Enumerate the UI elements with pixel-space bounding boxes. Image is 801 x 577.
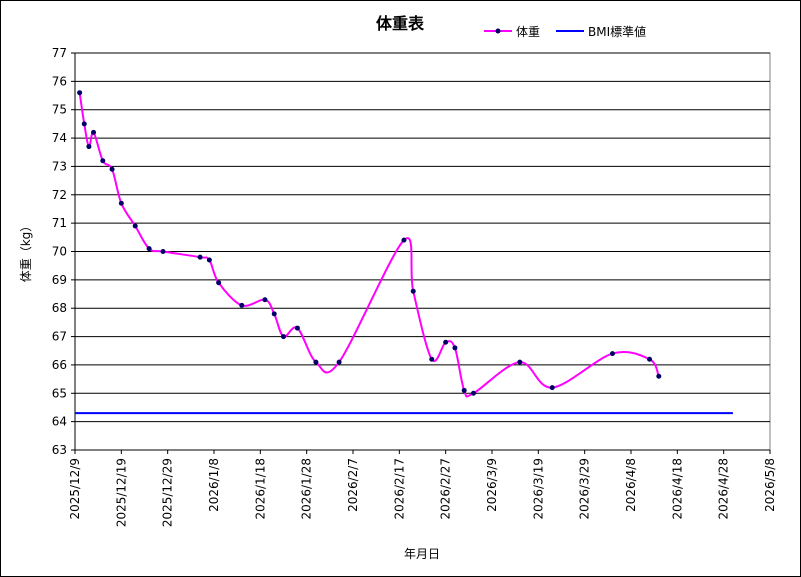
- data-point: [656, 373, 662, 379]
- legend-label: BMI標準値: [588, 24, 646, 39]
- y-tick-label: 68: [52, 301, 67, 315]
- data-point: [429, 356, 435, 362]
- legend-marker: [495, 28, 501, 34]
- x-tick-label: 2026/4/28: [717, 458, 731, 520]
- legend-label: 体重: [516, 25, 540, 39]
- y-tick-label: 65: [52, 386, 67, 400]
- data-point: [609, 351, 615, 357]
- data-point: [294, 325, 300, 331]
- data-point: [81, 121, 87, 127]
- data-point: [410, 288, 416, 294]
- x-tick-label: 2026/1/8: [207, 458, 221, 512]
- y-tick-label: 71: [52, 216, 67, 230]
- y-tick-label: 77: [52, 46, 67, 60]
- y-tick-label: 73: [52, 159, 67, 173]
- x-tick-label: 2026/2/27: [439, 458, 453, 520]
- y-tick-label: 69: [52, 273, 67, 287]
- data-point: [91, 129, 97, 135]
- y-tick-label: 76: [52, 74, 67, 88]
- data-point: [443, 339, 449, 345]
- y-tick-label: 67: [52, 330, 67, 344]
- x-tick-label: 2026/1/28: [300, 458, 314, 520]
- y-tick-label: 70: [52, 245, 67, 259]
- data-point: [206, 257, 212, 263]
- y-tick-label: 64: [52, 415, 67, 429]
- data-point: [549, 385, 555, 391]
- x-tick-label: 2026/3/19: [531, 458, 545, 520]
- data-point: [239, 302, 245, 308]
- data-point: [281, 334, 286, 340]
- data-point: [86, 144, 92, 150]
- y-tick-label: 74: [52, 131, 67, 145]
- x-tick-label: 2025/12/29: [161, 458, 175, 527]
- x-tick-label: 2026/2/17: [392, 458, 406, 520]
- chart-title: 体重表: [376, 14, 425, 33]
- x-tick-label: 2026/4/18: [670, 458, 684, 520]
- data-point: [470, 390, 476, 396]
- x-tick-label: 2026/3/9: [485, 458, 499, 512]
- data-point: [271, 311, 277, 317]
- y-tick-label: 63: [52, 443, 67, 457]
- data-point: [77, 90, 83, 96]
- data-point: [197, 254, 203, 260]
- data-point: [647, 356, 653, 362]
- data-point: [313, 359, 319, 365]
- data-point: [146, 246, 152, 252]
- data-point: [109, 166, 115, 172]
- x-tick-label: 2026/5/8: [763, 458, 777, 512]
- x-tick-label: 2025/12/9: [68, 458, 82, 520]
- data-point: [336, 359, 342, 365]
- y-tick-label: 72: [52, 188, 67, 202]
- data-point: [132, 223, 138, 229]
- data-point: [461, 387, 467, 393]
- data-point: [100, 158, 106, 164]
- x-tick-label: 2025/12/19: [114, 458, 128, 527]
- y-axis-label: 体重（kg）: [19, 220, 33, 283]
- y-tick-label: 75: [52, 103, 67, 117]
- x-tick-label: 2026/1/18: [253, 458, 267, 520]
- x-axis-label: 年月日: [404, 547, 440, 561]
- x-tick-label: 2026/2/7: [346, 458, 360, 512]
- data-point: [216, 280, 222, 286]
- data-point: [401, 237, 407, 243]
- data-point: [517, 359, 523, 365]
- x-tick-label: 2026/4/8: [624, 458, 638, 512]
- data-point: [262, 297, 268, 303]
- data-point: [160, 249, 166, 254]
- data-point: [118, 200, 124, 206]
- data-point: [452, 345, 458, 351]
- y-tick-label: 66: [52, 358, 67, 372]
- x-tick-label: 2026/3/29: [578, 458, 592, 520]
